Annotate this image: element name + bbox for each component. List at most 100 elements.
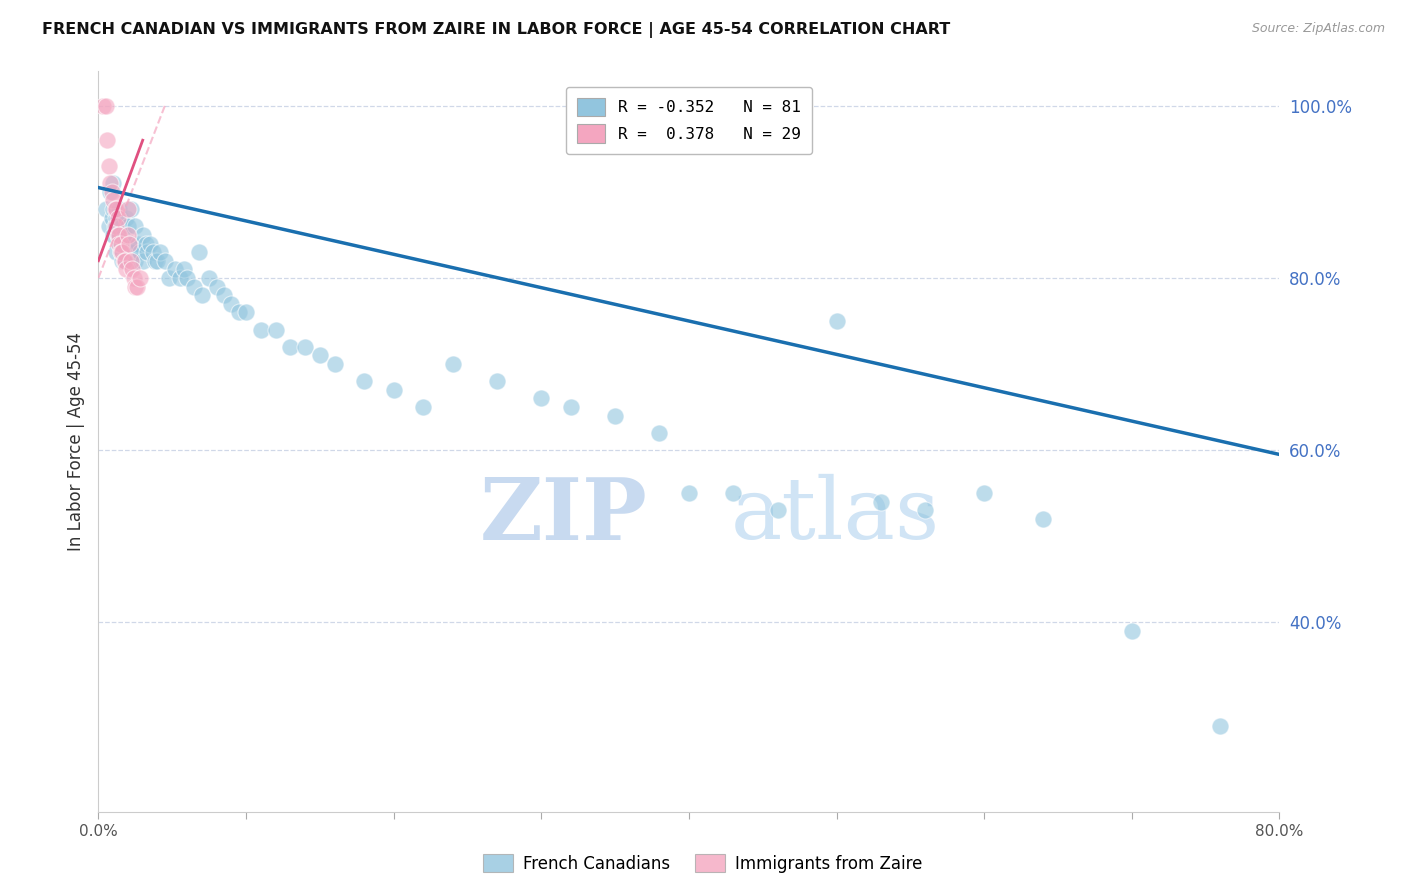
Point — [228, 305, 250, 319]
Point — [124, 279, 146, 293]
Point — [124, 253, 146, 268]
Point — [108, 236, 131, 251]
Point — [530, 392, 553, 406]
Point — [169, 271, 191, 285]
Point — [108, 227, 131, 242]
Point — [117, 245, 139, 260]
Point — [100, 185, 122, 199]
Point — [128, 271, 150, 285]
Point — [294, 340, 316, 354]
Point — [127, 236, 149, 251]
Point — [115, 211, 138, 225]
Point — [105, 245, 128, 260]
Point — [117, 219, 139, 234]
Point — [153, 253, 176, 268]
Point — [441, 357, 464, 371]
Legend: French Canadians, Immigrants from Zaire: French Canadians, Immigrants from Zaire — [477, 847, 929, 880]
Point — [108, 202, 131, 216]
Point — [114, 236, 136, 251]
Point — [142, 245, 165, 260]
Point — [648, 425, 671, 440]
Point — [1032, 512, 1054, 526]
Point — [323, 357, 346, 371]
Point — [91, 99, 114, 113]
Point — [486, 374, 509, 388]
Point — [114, 253, 136, 268]
Point — [103, 194, 125, 208]
Point — [117, 227, 139, 242]
Text: Source: ZipAtlas.com: Source: ZipAtlas.com — [1251, 22, 1385, 36]
Point — [173, 262, 195, 277]
Point — [143, 253, 166, 268]
Point — [183, 279, 205, 293]
Point — [103, 202, 125, 216]
Point — [103, 227, 125, 242]
Point — [187, 245, 209, 260]
Point — [132, 227, 155, 242]
Text: ZIP: ZIP — [479, 474, 648, 558]
Point — [198, 271, 221, 285]
Point — [110, 245, 132, 260]
Point — [118, 236, 141, 251]
Point — [100, 211, 122, 225]
Point — [128, 245, 150, 260]
Point — [135, 236, 157, 251]
Point — [139, 236, 162, 251]
Point — [191, 288, 214, 302]
Point — [353, 374, 375, 388]
Point — [124, 219, 146, 234]
Point — [96, 133, 118, 147]
Point — [104, 202, 127, 216]
Point — [110, 245, 132, 260]
Point — [117, 202, 139, 216]
Text: atlas: atlas — [730, 474, 939, 558]
Point — [280, 340, 302, 354]
Point — [112, 227, 135, 242]
Point — [120, 245, 142, 260]
Point — [221, 297, 243, 311]
Point — [264, 323, 287, 337]
Point — [1121, 624, 1143, 638]
Point — [121, 236, 143, 251]
Point — [110, 211, 132, 225]
Point — [146, 253, 169, 268]
Point — [105, 219, 128, 234]
Legend: R = -0.352   N = 81, R =  0.378   N = 29: R = -0.352 N = 81, R = 0.378 N = 29 — [565, 87, 813, 154]
Point — [973, 486, 995, 500]
Point — [212, 288, 235, 302]
Point — [678, 486, 700, 500]
Point — [825, 314, 848, 328]
Point — [120, 253, 142, 268]
Point — [104, 219, 127, 234]
Point — [97, 159, 120, 173]
Point — [111, 245, 134, 260]
Point — [105, 211, 128, 225]
Point — [157, 271, 180, 285]
Point — [107, 227, 129, 242]
Y-axis label: In Labor Force | Age 45-54: In Labor Force | Age 45-54 — [66, 332, 84, 551]
Point — [110, 236, 132, 251]
Point — [98, 176, 121, 190]
Point — [914, 503, 936, 517]
Point — [605, 409, 627, 423]
Point — [1209, 718, 1232, 732]
Point — [120, 202, 142, 216]
Point — [165, 262, 187, 277]
Point — [111, 219, 134, 234]
Point — [125, 279, 148, 293]
Point — [412, 400, 434, 414]
Point — [250, 323, 273, 337]
Point — [723, 486, 745, 500]
Point — [115, 262, 138, 277]
Point — [235, 305, 257, 319]
Point — [105, 202, 128, 216]
Point — [870, 495, 893, 509]
Point — [122, 271, 145, 285]
Point — [112, 253, 135, 268]
Point — [176, 271, 198, 285]
Point — [118, 236, 141, 251]
Point — [94, 99, 117, 113]
Point — [107, 227, 129, 242]
Point — [205, 279, 228, 293]
Point — [309, 348, 332, 362]
